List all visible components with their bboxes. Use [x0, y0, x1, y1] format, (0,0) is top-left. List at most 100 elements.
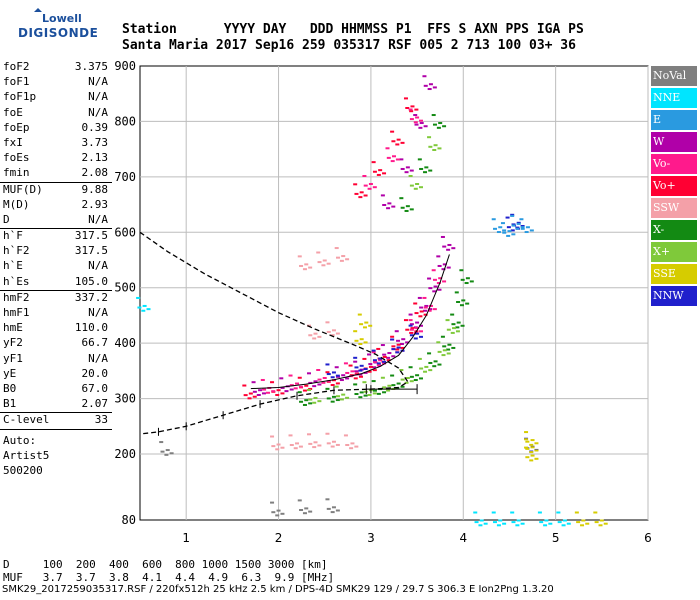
echo-point [382, 204, 387, 206]
echo-point [248, 392, 253, 395]
echo-point [395, 158, 400, 161]
x-tick-label: 4 [459, 531, 467, 545]
echo-point [363, 341, 368, 344]
divider [0, 228, 112, 230]
echo-point [500, 222, 505, 225]
echo-point [380, 194, 385, 197]
echo-point [302, 403, 307, 406]
echo-point [520, 225, 525, 227]
echo-point [436, 341, 441, 344]
echo-point [321, 381, 326, 384]
echo-point [354, 393, 359, 396]
echo-point [428, 287, 433, 290]
echo-point [520, 226, 525, 229]
param-value: N/A [88, 105, 108, 119]
param-row: hmE 110.0 [0, 321, 112, 336]
echo-point [413, 379, 418, 382]
echo-point [598, 524, 603, 527]
y-tick-label: 300 [114, 392, 136, 406]
echo-point [358, 396, 363, 399]
echo-point [293, 387, 298, 390]
echo-point [335, 509, 340, 512]
x-tick-label: 1 [182, 531, 190, 545]
echo-point [423, 370, 428, 373]
echo-point [359, 391, 364, 394]
auto-version: 500200 [3, 463, 43, 477]
echo-point [262, 388, 267, 391]
echo-point [382, 355, 387, 358]
echo-point [419, 310, 424, 313]
echo-point [493, 521, 498, 524]
param-name: B0 [3, 381, 17, 395]
param-value: N/A [88, 259, 108, 273]
param-row: B1 2.07 [0, 397, 112, 412]
echo-point [442, 263, 447, 266]
echo-point [341, 255, 346, 258]
echo-point [326, 397, 331, 400]
echo-point [308, 398, 313, 401]
echo-point [391, 355, 396, 358]
echo-point [363, 394, 368, 397]
echo-point [390, 160, 395, 163]
echo-point [510, 213, 515, 216]
echo-point [372, 360, 377, 363]
echo-point [363, 368, 368, 371]
echo-point [401, 338, 406, 341]
param-name: MUF(D) [3, 182, 43, 196]
echo-point [271, 445, 276, 448]
param-value: 317.5 [74, 244, 108, 258]
echo-point [325, 387, 330, 390]
echo-point [308, 510, 313, 513]
echo-point [354, 366, 359, 369]
echo-point [413, 114, 418, 117]
echo-point [289, 388, 294, 391]
param-name: M(D) [3, 197, 30, 211]
echo-point [404, 381, 409, 384]
echo-point [368, 363, 373, 366]
echo-point [418, 335, 423, 338]
echo-point [380, 344, 385, 347]
echo-point [304, 507, 309, 510]
echo-point [372, 359, 377, 362]
echo-point [386, 356, 391, 359]
y-tick-label: 80 [122, 513, 136, 527]
echo-point [409, 110, 414, 113]
echo-point [418, 315, 423, 318]
echo-point [502, 231, 507, 234]
echo-point [299, 509, 304, 511]
echo-point [404, 171, 409, 174]
echo-point [529, 459, 534, 462]
echo-point [343, 362, 348, 365]
echo-point [382, 362, 387, 365]
echo-point [313, 396, 318, 399]
echo-point [353, 356, 358, 359]
echo-point [400, 385, 405, 388]
echo-point [403, 97, 408, 100]
echo-point [599, 519, 604, 522]
param-name: yF1 [3, 351, 23, 365]
echo-point [276, 509, 281, 512]
echo-point [446, 352, 451, 355]
echo-point [359, 364, 364, 367]
param-row: D N/A [0, 213, 112, 228]
echo-point [325, 498, 330, 501]
echo-point [387, 384, 392, 387]
echo-point [367, 187, 372, 190]
echo-point [289, 444, 294, 447]
echo-point [399, 369, 404, 371]
param-group-virtual-heights: h`F 317.5 h`F2 317.5 h`E N/A h`Es 105.0 [0, 229, 112, 290]
echo-point [335, 374, 340, 377]
echo-point [562, 519, 567, 522]
auto-version-row: 500200 [0, 464, 112, 479]
echo-point [432, 278, 437, 281]
param-value: 9.88 [81, 182, 109, 196]
echo-point [270, 501, 275, 504]
echo-point [534, 442, 539, 445]
echo-point [339, 259, 344, 262]
echo-point [363, 184, 368, 187]
echo-point [390, 335, 395, 338]
param-row: B0 67.0 [0, 382, 112, 397]
echo-point [516, 519, 521, 522]
echo-point [479, 519, 484, 522]
param-row: fxI 3.73 [0, 136, 112, 151]
